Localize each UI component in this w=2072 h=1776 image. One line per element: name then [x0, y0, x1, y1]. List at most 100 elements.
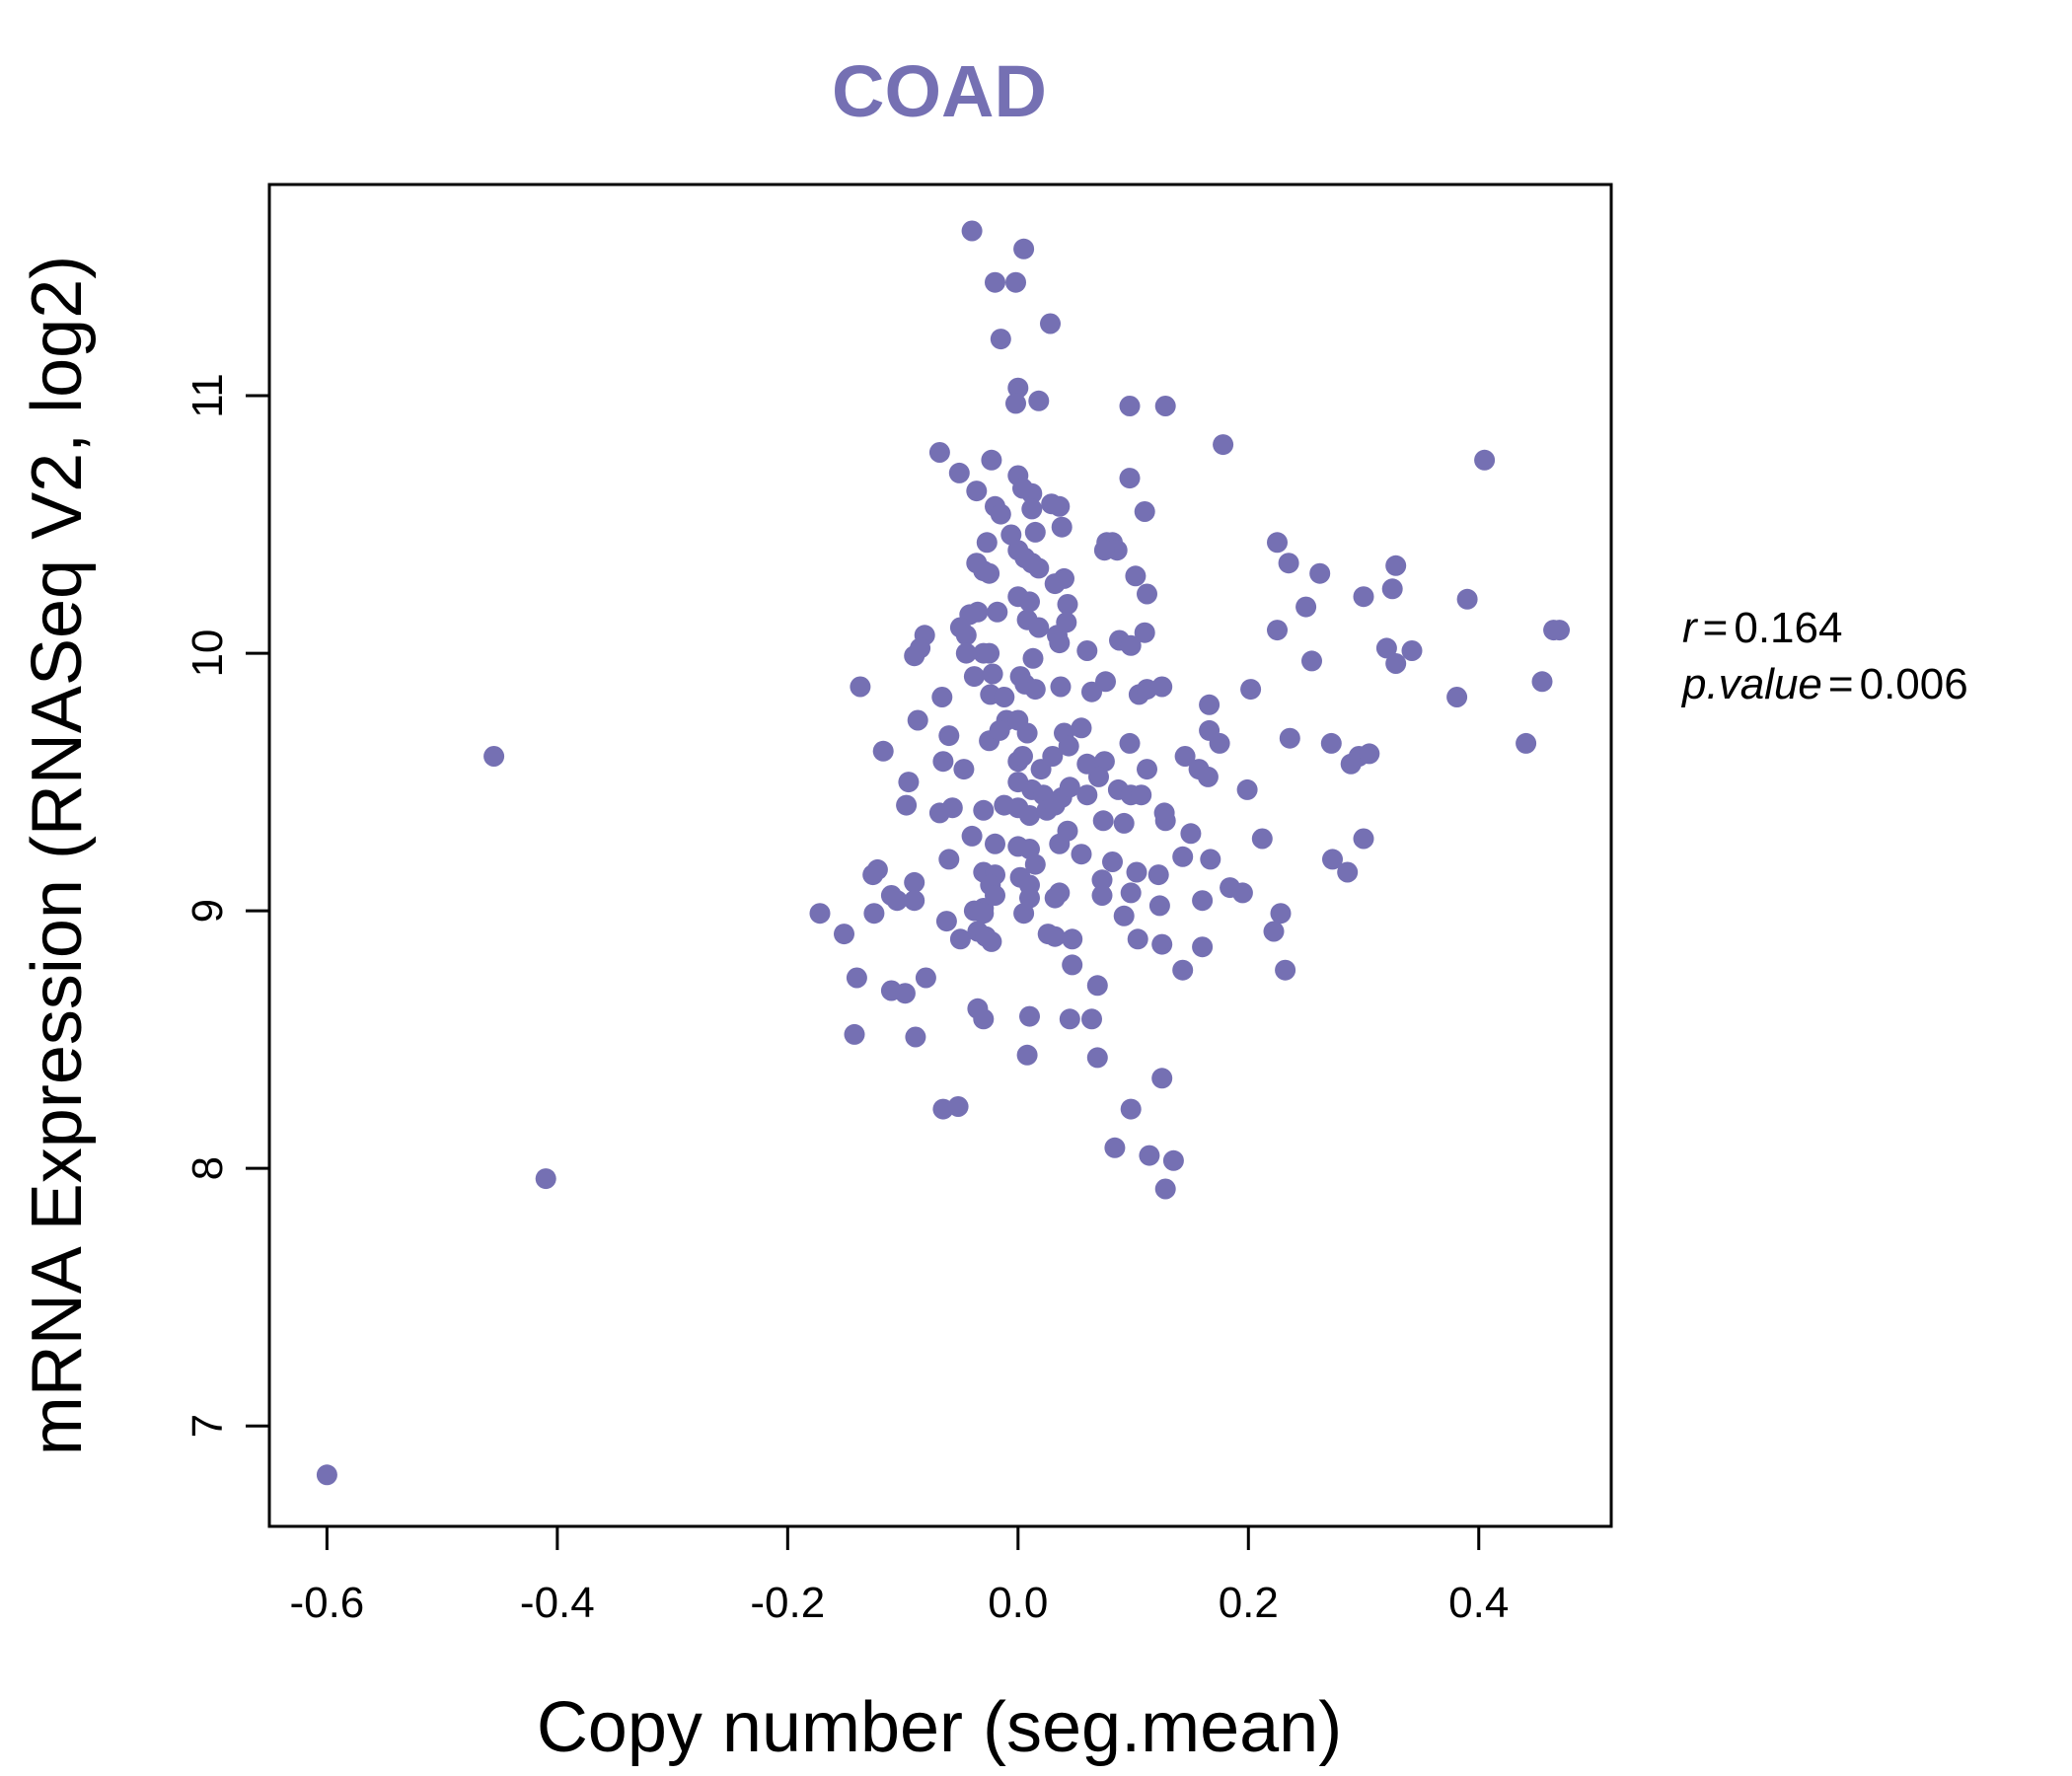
data-point — [1049, 632, 1071, 654]
data-point — [932, 751, 954, 773]
data-point — [1162, 1149, 1184, 1171]
data-point — [846, 967, 867, 989]
p-label: p.value — [1680, 660, 1822, 708]
data-point — [1016, 1044, 1038, 1066]
data-point — [1309, 562, 1331, 584]
data-point — [1301, 650, 1322, 672]
y-axis-title: mRNA Expression (RNASeq V2, log2) — [18, 256, 97, 1455]
data-point — [1120, 882, 1142, 904]
data-point — [1267, 532, 1288, 554]
y-tick-label: 7 — [184, 1414, 232, 1438]
data-point — [1275, 959, 1296, 981]
data-point — [1263, 921, 1285, 942]
data-point — [1093, 540, 1115, 561]
data-point — [935, 911, 957, 932]
data-point — [979, 642, 1000, 664]
data-point — [1134, 501, 1155, 522]
data-point — [1012, 478, 1033, 499]
data-point — [976, 532, 998, 554]
data-point — [1270, 903, 1292, 925]
data-point — [862, 864, 884, 886]
data-point — [1049, 882, 1071, 904]
data-point — [1012, 746, 1033, 767]
data-point — [809, 903, 831, 925]
data-point — [938, 849, 960, 870]
r-label: r — [1682, 604, 1699, 652]
data-point — [1044, 794, 1066, 816]
data-point — [973, 799, 995, 821]
data-point — [1056, 612, 1077, 633]
data-point — [985, 833, 1005, 854]
data-point — [1049, 495, 1071, 517]
data-point — [1119, 468, 1141, 489]
data-point — [1337, 861, 1359, 883]
data-point — [949, 928, 971, 950]
data-point — [898, 772, 920, 793]
data-point — [1086, 975, 1108, 997]
x-tick-label: 0.4 — [1448, 1579, 1509, 1627]
data-point — [955, 625, 977, 646]
data-point — [1385, 555, 1407, 576]
y-tick-label: 8 — [184, 1156, 232, 1180]
x-tick-label: -0.6 — [289, 1579, 364, 1627]
data-point — [1022, 647, 1044, 669]
data-point — [1016, 722, 1038, 744]
data-point — [872, 740, 894, 762]
data-point — [1057, 820, 1078, 842]
p-value: 0.006 — [1860, 660, 1968, 708]
data-point — [955, 642, 977, 664]
data-point — [1092, 810, 1114, 832]
data-point — [1071, 844, 1092, 865]
data-point — [1446, 687, 1468, 707]
data-point — [1058, 735, 1079, 757]
data-point — [844, 1023, 865, 1045]
data-point — [1005, 393, 1026, 414]
data-point — [994, 687, 1015, 707]
data-point — [1148, 895, 1170, 917]
data-point — [316, 1464, 337, 1486]
data-point — [1040, 313, 1061, 334]
data-point — [1251, 828, 1273, 850]
data-point — [1172, 846, 1194, 867]
data-point — [982, 663, 1003, 685]
data-point — [961, 220, 983, 242]
correlation-stats: r = 0.164 p.value = 0.006 — [1680, 604, 1968, 708]
data-point — [947, 1096, 969, 1117]
data-point — [1013, 238, 1035, 259]
p-stat-line: p.value = 0.006 — [1680, 660, 1968, 708]
data-point — [1000, 524, 1022, 546]
data-point — [973, 903, 995, 925]
data-point — [1192, 936, 1214, 958]
data-point — [1091, 885, 1113, 906]
data-point — [886, 890, 908, 912]
data-point — [1131, 784, 1152, 806]
data-point — [1125, 565, 1147, 587]
data-point — [1279, 727, 1300, 749]
data-point — [1059, 777, 1080, 798]
data-point — [1151, 933, 1173, 955]
points-layer — [316, 220, 1570, 1486]
data-point — [1209, 732, 1230, 754]
data-point — [1236, 778, 1258, 800]
data-point — [1091, 869, 1113, 891]
data-point — [1180, 823, 1202, 845]
data-point — [1381, 578, 1403, 600]
data-point — [948, 462, 970, 483]
data-point — [1295, 596, 1317, 618]
data-point — [1120, 634, 1142, 656]
data-point — [1007, 377, 1029, 399]
data-point — [961, 825, 983, 847]
data-point — [1322, 849, 1343, 870]
data-point — [973, 1008, 995, 1030]
chart-title: COAD — [832, 50, 1047, 132]
data-point — [1151, 1068, 1173, 1089]
data-point — [1028, 390, 1050, 411]
r-stat-line: r = 0.164 — [1682, 604, 1842, 652]
data-point — [1104, 1137, 1126, 1158]
data-point — [1320, 732, 1342, 754]
data-point — [1024, 853, 1046, 875]
y-axis: 7 8 9 10 11 — [184, 373, 271, 1438]
data-point — [907, 709, 928, 731]
x-tick-label: 0.2 — [1219, 1579, 1279, 1627]
data-point — [989, 719, 1010, 741]
